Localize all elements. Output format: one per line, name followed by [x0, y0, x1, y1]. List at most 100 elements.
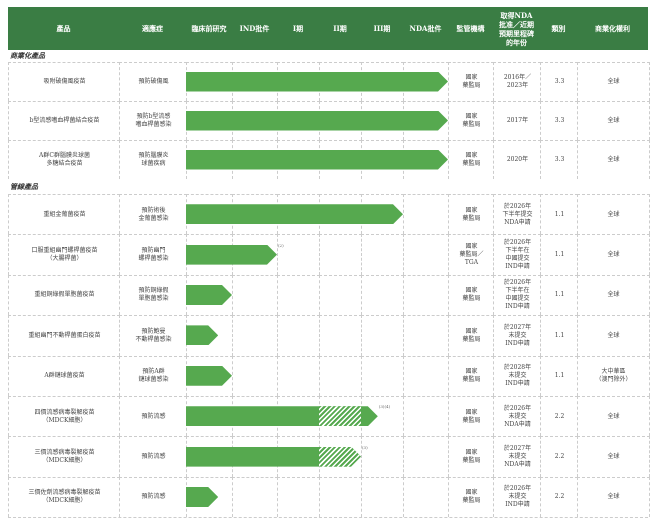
- cell-category: 1.1: [540, 194, 578, 235]
- header-preclinical: 臨床前研究: [191, 24, 227, 33]
- cell-phase1: [277, 476, 320, 518]
- cell-year: 於2026年 末提交 NDA申請: [493, 396, 541, 437]
- header-ind: IND批件: [239, 24, 270, 33]
- table-row: 三價流感病毒裂解疫苗 （MDCK細胞） 預防流感 國家 藥監局 於2027年 末提交 …: [8, 436, 650, 477]
- cell-phase2: [319, 315, 362, 356]
- cell-nda: [403, 476, 449, 518]
- progress-bar: [186, 447, 361, 467]
- progress-bar: [186, 111, 448, 131]
- header-regulator: 監管機構: [456, 24, 485, 33]
- cell-nda: [403, 234, 449, 275]
- cell-ind: [232, 274, 278, 316]
- cell-rights: 全球: [577, 101, 650, 140]
- cell-phase2: [319, 234, 362, 275]
- footnote-marker: (2): [278, 242, 284, 248]
- cell-regulator: 國家 藥監局: [448, 436, 494, 477]
- cell-indication: 預防流感: [119, 396, 187, 437]
- cell-rights: 全球: [577, 315, 650, 356]
- table-row: 重組幽門不動桿菌蛋白疫苗 預防鮑曼 不動桿菌感染 國家 藥監局 於2027年 末提交 …: [8, 315, 650, 356]
- cell-rights: 全球: [577, 396, 650, 437]
- table-row: A群C群腦膜炎球菌 多糖結合疫苗 預防腦膜炎 球菌疾病 國家 藥監局 2020年 3.3…: [8, 140, 650, 179]
- progress-bar: [186, 245, 277, 265]
- cell-nda: [403, 194, 449, 235]
- table-row: 四價流感病毒裂解疫苗 （MDCK細胞） 預防流感 國家 藥監局 於2026年 末提交 …: [8, 396, 650, 437]
- cell-product: 三價佐劑流感病毒裂解疫苗 （MDCK細胞）: [8, 476, 120, 518]
- cell-category: 3.3: [540, 140, 578, 179]
- cell-year: 2016年／ 2023年: [493, 62, 541, 101]
- hatched-segment: [319, 447, 361, 467]
- cell-year: 於2026年 下半年在 中國提交 IND申請: [493, 234, 541, 275]
- cell-category: 2.2: [540, 396, 578, 437]
- cell-ind: [232, 355, 278, 396]
- cell-category: 2.2: [540, 476, 578, 518]
- table-row: 重組銅綠假單胞菌疫苗 預防銅綠假 單胞菌感染 國家 藥監局 於2026年 下半年在 中…: [8, 274, 650, 316]
- cell-category: 1.1: [540, 315, 578, 356]
- cell-nda: [403, 274, 449, 316]
- table-row: 吸附破傷風疫苗 預防破傷風 國家 藥監局 2016年／ 2023年 3.3 全球: [8, 62, 650, 101]
- cell-indication: 預防A群 鏈球菌感染: [119, 355, 187, 396]
- header-year: 取得NDA 批准／近期 預期里程碑 的年份: [499, 10, 534, 47]
- header-rights: 商業化權利: [595, 24, 630, 33]
- cell-phase1: [277, 355, 320, 396]
- cell-category: 1.1: [540, 355, 578, 396]
- cell-product: 重組幽門不動桿菌蛋白疫苗: [8, 315, 120, 356]
- cell-year: 2017年: [493, 101, 541, 140]
- cell-phase3: [361, 234, 404, 275]
- cell-product: 吸附破傷風疫苗: [8, 62, 120, 101]
- cell-rights: 全球: [577, 476, 650, 518]
- hatched-segment: [319, 406, 361, 426]
- cell-product: 四價流感病毒裂解疫苗 （MDCK細胞）: [8, 396, 120, 437]
- cell-rights: 全球: [577, 234, 650, 275]
- cell-nda: [403, 315, 449, 356]
- table-row: A群鏈球菌疫苗 預防A群 鏈球菌感染 國家 藥監局 於2028年 末提交 IND申請 1…: [8, 355, 650, 396]
- cell-year: 於2026年 下半年在 中國提交 IND申請: [493, 274, 541, 316]
- cell-year: 於2027年 末提交 IND申請: [493, 315, 541, 356]
- section-commercial: 商業化產品: [10, 51, 45, 60]
- cell-indication: 預防術後 金葡菌感染: [119, 194, 187, 235]
- cell-phase3: [361, 436, 404, 477]
- cell-ind: [232, 315, 278, 356]
- cell-regulator: 國家 藥監局: [448, 62, 494, 101]
- cell-regulator: 國家 藥監局: [448, 194, 494, 235]
- cell-phase2: [319, 274, 362, 316]
- table-row: b型流感嗜血桿菌結合疫苗 預防b型流感 嗜血桿菌感染 國家 藥監局 2017年 3.3 全…: [8, 101, 650, 140]
- table-row: 重組金葡菌疫苗 預防術後 金葡菌感染 國家 藥監局 於2026年 下半年提交 NDA申…: [8, 194, 650, 235]
- table-row: 三價佐劑流感病毒裂解疫苗 （MDCK細胞） 預防流感 國家 藥監局 於2026年 末提…: [8, 476, 650, 518]
- cell-phase1: [277, 315, 320, 356]
- cell-regulator: 國家 藥監局: [448, 355, 494, 396]
- cell-product: 重組銅綠假單胞菌疫苗: [8, 274, 120, 316]
- cell-regulator: 國家 藥監局／ TGA: [448, 234, 494, 275]
- progress-bar: [186, 366, 232, 386]
- cell-phase2: [319, 476, 362, 518]
- cell-product: 重組金葡菌疫苗: [8, 194, 120, 235]
- cell-phase3: [361, 355, 404, 396]
- cell-category: 1.1: [540, 274, 578, 316]
- progress-bar: [186, 204, 403, 224]
- progress-bar: [186, 150, 448, 170]
- cell-year: 於2028年 末提交 IND申請: [493, 355, 541, 396]
- cell-regulator: 國家 藥監局: [448, 101, 494, 140]
- progress-bar: [186, 406, 378, 426]
- table-bottom-border: [8, 517, 648, 518]
- cell-rights: 全球: [577, 436, 650, 477]
- header-phase2: II期: [333, 24, 347, 33]
- cell-rights: 全球: [577, 194, 650, 235]
- cell-indication: 預防破傷風: [119, 62, 187, 101]
- cell-category: 1.1: [540, 234, 578, 275]
- cell-indication: 預防銅綠假 單胞菌感染: [119, 274, 187, 316]
- cell-indication: 預防流感: [119, 436, 187, 477]
- header-category: 類別: [551, 24, 566, 33]
- cell-category: 3.3: [540, 101, 578, 140]
- cell-ind: [232, 476, 278, 518]
- cell-year: 於2027年 末提交 NDA申請: [493, 436, 541, 477]
- header-phase1: I期: [292, 24, 304, 33]
- cell-phase3: [361, 315, 404, 356]
- cell-product: 三價流感病毒裂解疫苗 （MDCK細胞）: [8, 436, 120, 477]
- progress-bar: [186, 325, 218, 345]
- cell-product: A群C群腦膜炎球菌 多糖結合疫苗: [8, 140, 120, 179]
- cell-regulator: 國家 藥監局: [448, 315, 494, 356]
- cell-year: 於2026年 下半年提交 NDA申請: [493, 194, 541, 235]
- progress-bar: [186, 487, 218, 507]
- cell-rights: 全球: [577, 62, 650, 101]
- cell-phase1: [277, 234, 320, 275]
